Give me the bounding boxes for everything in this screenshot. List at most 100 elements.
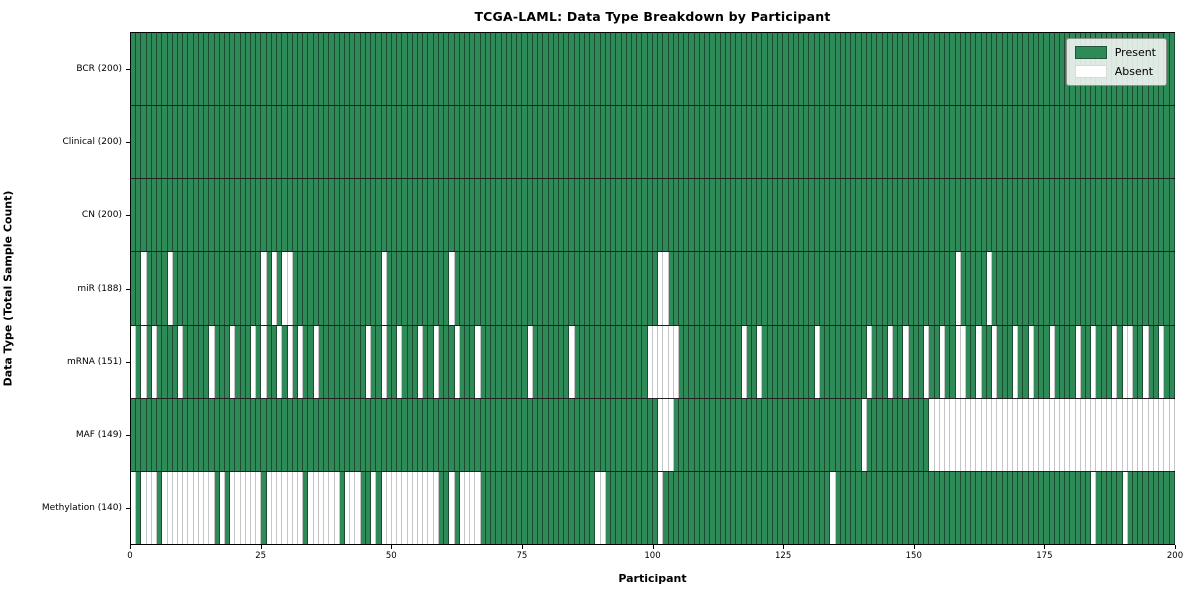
x-tick-mark	[391, 545, 393, 549]
y-tick-label-mir: miR (188)	[77, 283, 122, 294]
cell	[271, 33, 278, 106]
cell	[1023, 106, 1029, 179]
cell	[449, 471, 455, 544]
cell	[350, 106, 356, 179]
cell	[1075, 106, 1081, 179]
cell	[673, 33, 679, 106]
heatmap-row-methylation	[131, 470, 1175, 544]
cell	[600, 252, 606, 325]
cell	[825, 398, 831, 471]
cell	[699, 398, 706, 471]
cell	[230, 471, 236, 544]
cell	[136, 106, 142, 179]
cell	[950, 106, 956, 179]
cell	[1138, 398, 1144, 471]
cell	[772, 252, 779, 325]
cell	[329, 179, 335, 252]
cell	[590, 33, 596, 106]
cell	[725, 325, 732, 398]
cell	[720, 471, 726, 544]
cell	[177, 325, 184, 398]
cell	[746, 398, 753, 471]
cell	[428, 33, 434, 106]
cell	[637, 325, 643, 398]
cell	[647, 325, 653, 398]
y-tick-mark	[126, 361, 130, 363]
cell	[804, 398, 810, 471]
cell	[1148, 325, 1154, 398]
cell	[986, 252, 993, 325]
cell	[485, 33, 492, 106]
cell	[214, 325, 220, 398]
cell	[814, 179, 820, 252]
cell	[892, 179, 899, 252]
cell	[986, 33, 993, 106]
cell	[480, 33, 486, 106]
cell	[1143, 398, 1149, 471]
cell	[736, 398, 742, 471]
legend: Present Absent	[1065, 38, 1167, 86]
cell	[261, 179, 267, 252]
cell	[783, 106, 789, 179]
cell	[694, 252, 700, 325]
cell	[804, 252, 810, 325]
cell	[350, 398, 356, 471]
cell	[898, 471, 904, 544]
cell	[522, 325, 528, 398]
cell	[872, 398, 878, 471]
cell	[616, 33, 622, 106]
cell	[877, 179, 883, 252]
cell	[501, 106, 507, 179]
cell	[981, 471, 987, 544]
cell	[851, 252, 857, 325]
cell	[444, 325, 450, 398]
cell	[950, 179, 956, 252]
cell	[188, 252, 194, 325]
cell	[590, 471, 596, 544]
cell	[710, 471, 716, 544]
cell	[407, 398, 413, 471]
cell	[673, 252, 679, 325]
cell	[151, 471, 158, 544]
cell	[621, 398, 627, 471]
cell	[412, 179, 419, 252]
cell	[772, 106, 779, 179]
cell	[240, 325, 246, 398]
cell	[1070, 179, 1076, 252]
cell	[428, 325, 434, 398]
cell	[877, 106, 883, 179]
cell	[1106, 398, 1113, 471]
cell	[548, 179, 554, 252]
cell	[892, 471, 899, 544]
cell	[465, 33, 471, 106]
cell	[141, 471, 147, 544]
cell	[1101, 325, 1107, 398]
cell	[282, 325, 288, 398]
cell	[172, 471, 178, 544]
cell	[976, 325, 982, 398]
cell	[1049, 471, 1055, 544]
cell	[146, 106, 152, 179]
cell	[960, 398, 966, 471]
heatmap-row-bcr	[131, 33, 1175, 106]
cell	[882, 179, 888, 252]
cell	[710, 398, 716, 471]
cell	[626, 398, 632, 471]
cell	[908, 325, 914, 398]
cell	[919, 471, 925, 544]
cell	[1106, 106, 1113, 179]
cell	[611, 33, 617, 106]
cell	[960, 33, 966, 106]
cell	[1164, 106, 1170, 179]
cell	[872, 471, 878, 544]
y-tick-mark	[126, 141, 130, 143]
cell	[929, 398, 935, 471]
cell	[856, 325, 862, 398]
cell	[887, 471, 893, 544]
cell	[788, 179, 794, 252]
cell	[699, 33, 706, 106]
cell	[720, 325, 726, 398]
cell	[887, 179, 893, 252]
cell	[318, 325, 325, 398]
cell	[1106, 252, 1113, 325]
